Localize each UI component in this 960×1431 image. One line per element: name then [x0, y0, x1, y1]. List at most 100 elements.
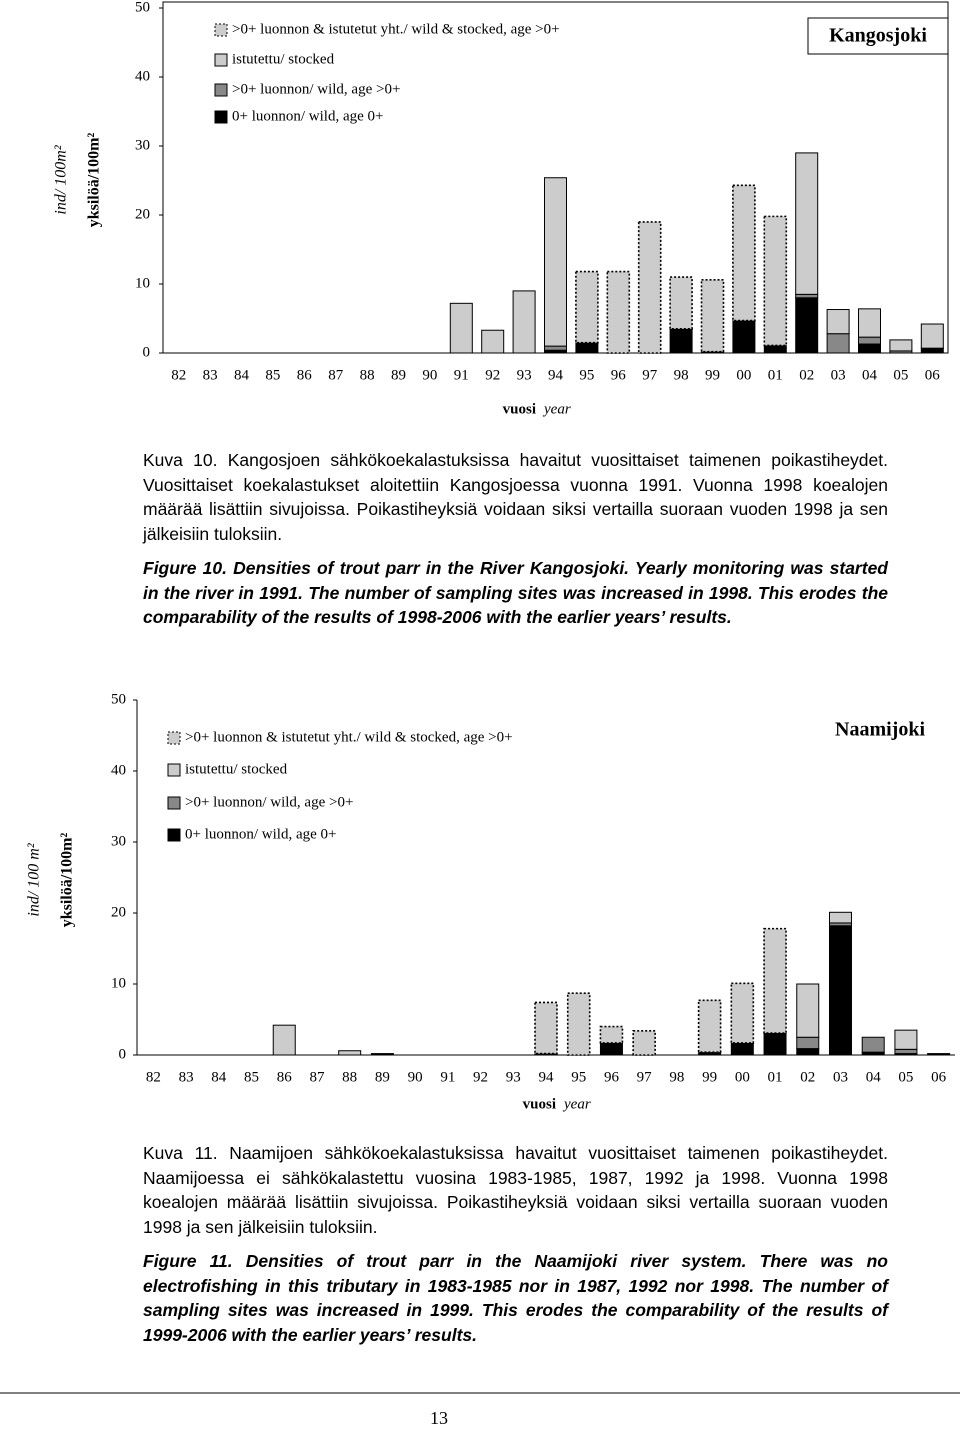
caption-fi: Kuva 10. Kangosjoen sähkökoekalastuksiss… — [143, 450, 888, 544]
legend-swatch — [167, 731, 181, 745]
x-tick-label: 91 — [440, 1069, 455, 1085]
x-tick-label: 95 — [579, 367, 594, 383]
bar-segment — [575, 342, 599, 354]
x-tick-label: 99 — [702, 1069, 717, 1085]
bar-segment — [795, 293, 819, 299]
bar-segment — [894, 1048, 918, 1055]
y-tick-label: 30 — [111, 833, 126, 849]
legend-swatch — [167, 796, 181, 810]
x-tick-label: 82 — [146, 1069, 161, 1085]
x-tick-label: 90 — [422, 367, 437, 383]
chart-title: Kangosjoki — [829, 25, 927, 47]
y-tick-label: 10 — [111, 975, 126, 991]
bar-segment — [828, 925, 852, 1056]
bar-segment — [599, 1025, 624, 1044]
x-tick-label: 83 — [203, 367, 218, 383]
x-tick-label: 85 — [265, 367, 280, 383]
bar-segment — [828, 911, 852, 924]
legend-swatch — [167, 763, 181, 777]
x-tick-label: 03 — [831, 367, 846, 383]
bar-segment — [544, 177, 567, 347]
y-axis-label: yksilöä/100m² — [86, 133, 103, 228]
x-tick-label: 83 — [179, 1069, 194, 1085]
x-tick-label: 06 — [925, 367, 941, 383]
x-tick-label: 94 — [548, 367, 564, 383]
bar-segment — [861, 1036, 885, 1053]
x-tick-label: 91 — [454, 367, 469, 383]
x-axis-label: vuosi — [523, 1096, 556, 1112]
bar-segment — [599, 1042, 623, 1056]
y-tick-label: 0 — [143, 344, 151, 360]
x-tick-label: 02 — [800, 1069, 815, 1085]
x-tick-label: 86 — [277, 1069, 293, 1085]
legend-swatch — [214, 23, 228, 37]
bar-segment — [338, 1050, 362, 1056]
x-axis-label: vuosi — [503, 401, 536, 417]
x-axis-label: year — [542, 401, 571, 417]
bar-segment — [894, 1029, 918, 1050]
y-axis-label: ind/ 100 m² — [26, 842, 43, 916]
bar-segment — [700, 279, 725, 353]
x-tick-label: 88 — [360, 367, 375, 383]
bar-segment — [732, 184, 756, 322]
bar-segment — [796, 1048, 820, 1056]
x-tick-label: 97 — [642, 367, 658, 383]
legend-label: >0+ luonnon/ wild, age >0+ — [185, 794, 353, 810]
bar-segment — [370, 1053, 394, 1056]
caption-en: Figure 10. Densities of trout parr in th… — [143, 558, 888, 627]
y-tick-label: 20 — [135, 206, 150, 222]
x-tick-label: 96 — [604, 1069, 620, 1085]
bar-segment — [697, 999, 722, 1053]
x-tick-label: 89 — [391, 367, 406, 383]
bar-segment — [575, 270, 599, 344]
x-tick-label: 00 — [736, 367, 751, 383]
x-tick-label: 98 — [674, 367, 689, 383]
x-tick-label: 96 — [611, 367, 627, 383]
legend-label: >0+ luonnon & istutetut yht./ wild & sto… — [185, 729, 513, 745]
x-tick-label: 95 — [571, 1069, 586, 1085]
x-tick-label: 04 — [866, 1069, 882, 1085]
bar-segment — [632, 1030, 656, 1056]
x-tick-label: 82 — [171, 367, 186, 383]
caption-fi: Kuva 11. Naamijoen sähkökoekalastuksissa… — [143, 1143, 888, 1237]
y-axis-label: yksilöä/100m² — [59, 833, 76, 928]
legend-swatch — [167, 828, 181, 842]
y-axis-label: ind/ 100m² — [53, 144, 70, 214]
x-tick-label: 92 — [485, 367, 500, 383]
bar-segment — [763, 927, 787, 1034]
bar-segment — [637, 221, 662, 354]
bar-segment — [763, 215, 788, 347]
y-tick-label: 50 — [111, 691, 126, 707]
bar-segment — [796, 1036, 820, 1050]
y-tick-label: 20 — [111, 904, 126, 920]
x-tick-label: 94 — [539, 1069, 555, 1085]
bar-segment — [858, 336, 881, 345]
bar-segment — [730, 1042, 754, 1056]
x-axis-label: year — [562, 1096, 591, 1112]
bar-segment — [826, 333, 850, 354]
bar-segment — [889, 339, 913, 352]
x-tick-label: 00 — [735, 1069, 750, 1085]
x-tick-label: 88 — [342, 1069, 357, 1085]
x-tick-label: 97 — [637, 1069, 653, 1085]
legend-label: >0+ luonnon & istutetut yht./ wild & sto… — [232, 21, 560, 37]
legend-swatch — [214, 53, 228, 67]
legend-label: >0+ luonnon/ wild, age >0+ — [232, 81, 400, 97]
x-tick-label: 03 — [833, 1069, 848, 1085]
bar-segment — [544, 345, 567, 351]
bar-segment — [732, 320, 756, 354]
bar-segment — [796, 983, 820, 1038]
bar-segment — [795, 152, 819, 295]
x-tick-label: 93 — [517, 367, 532, 383]
y-tick-label: 50 — [135, 0, 150, 15]
x-tick-label: 92 — [473, 1069, 488, 1085]
legend-swatch — [214, 83, 228, 97]
bar-segment — [534, 1001, 558, 1055]
caption-en: Figure 11. Densities of trout parr in th… — [143, 1251, 888, 1345]
x-tick-label: 06 — [931, 1069, 947, 1085]
x-tick-label: 84 — [211, 1069, 227, 1085]
x-tick-label: 98 — [669, 1069, 684, 1085]
x-tick-label: 85 — [244, 1069, 259, 1085]
